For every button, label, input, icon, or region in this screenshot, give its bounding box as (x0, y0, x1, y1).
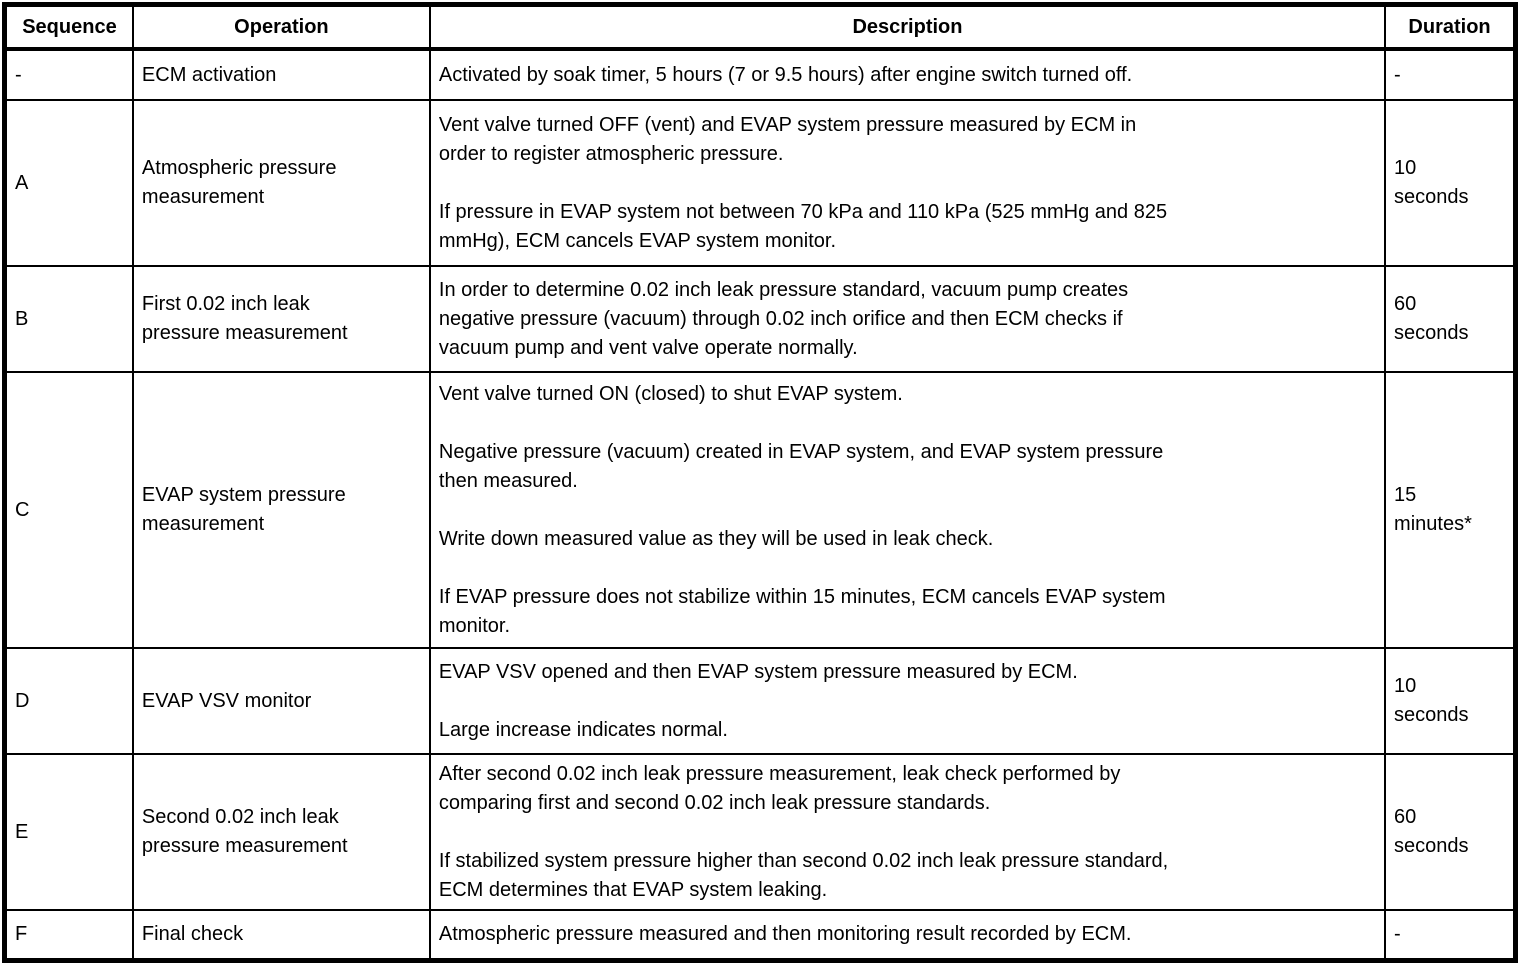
table-row: C EVAP system pressure measurement Vent … (3, 371, 1517, 649)
table-row: D EVAP VSV monitor EVAP VSV opened and t… (3, 647, 1517, 755)
description-cell: In order to determine 0.02 inch leak pre… (428, 265, 1387, 373)
operation-cell: Final check (131, 909, 431, 962)
description-cell: Vent valve turned ON (closed) to shut EV… (428, 371, 1387, 649)
sequence-cell: E (3, 753, 134, 911)
table-row: B First 0.02 inch leak pressure measurem… (3, 265, 1517, 373)
sequence-cell: F (3, 909, 134, 962)
duration-cell: 60 seconds (1384, 265, 1517, 373)
duration-cell: - (1384, 909, 1517, 962)
header-cell-duration: Duration (1384, 3, 1517, 51)
duration-cell: 10 seconds (1384, 99, 1517, 267)
description-cell: EVAP VSV opened and then EVAP system pre… (428, 647, 1387, 755)
sequence-cell: B (3, 265, 134, 373)
description-paragraph: Large increase indicates normal. (438, 718, 728, 741)
sequence-cell: C (3, 371, 134, 649)
description-paragraph: If stabilized system pressure higher tha… (438, 849, 1169, 901)
operation-cell: Second 0.02 inch leak pressure measureme… (131, 753, 431, 911)
description-paragraph: If pressure in EVAP system not between 7… (438, 200, 1168, 252)
duration-cell: - (1384, 48, 1517, 101)
description-cell: Activated by soak timer, 5 hours (7 or 9… (428, 48, 1387, 101)
operation-cell: First 0.02 inch leak pressure measuremen… (131, 265, 431, 373)
header-cell-operation: Operation (131, 3, 431, 51)
operation-cell: Atmospheric pressure measurement (131, 99, 431, 267)
operation-cell: ECM activation (131, 48, 431, 101)
sequence-cell: A (3, 99, 134, 267)
table-row: E Second 0.02 inch leak pressure measure… (3, 753, 1517, 911)
description-cell: After second 0.02 inch leak pressure mea… (428, 753, 1387, 911)
sequence-cell: - (3, 48, 134, 101)
description-paragraph: After second 0.02 inch leak pressure mea… (438, 762, 1121, 814)
duration-cell: 15 minutes* (1384, 371, 1517, 649)
description-paragraph: Vent valve turned OFF (vent) and EVAP sy… (438, 113, 1137, 165)
table-row: - ECM activation Activated by soak timer… (3, 48, 1517, 101)
header-cell-description: Description (428, 3, 1387, 51)
table-header-row: Sequence Operation Description Duration (3, 3, 1517, 51)
description-paragraph: Vent valve turned ON (closed) to shut EV… (438, 382, 903, 405)
description-paragraph: Activated by soak timer, 5 hours (7 or 9… (438, 63, 1133, 86)
description-paragraph: Write down measured value as they will b… (438, 527, 994, 550)
sequence-cell: D (3, 647, 134, 755)
description-paragraph: Negative pressure (vacuum) created in EV… (438, 440, 1164, 492)
description-paragraph: If EVAP pressure does not stabilize with… (438, 585, 1166, 637)
operation-cell: EVAP system pressure measurement (131, 371, 431, 649)
operation-cell: EVAP VSV monitor (131, 647, 431, 755)
table-row: A Atmospheric pressure measurement Vent … (3, 99, 1517, 267)
duration-cell: 60 seconds (1384, 753, 1517, 911)
description-paragraph: EVAP VSV opened and then EVAP system pre… (438, 660, 1078, 683)
description-cell: Vent valve turned OFF (vent) and EVAP sy… (428, 99, 1387, 267)
description-paragraph: Atmospheric pressure measured and then m… (438, 923, 1132, 945)
table-row: F Final check Atmospheric pressure measu… (3, 909, 1517, 962)
description-paragraph: In order to determine 0.02 inch leak pre… (438, 278, 1129, 359)
duration-cell: 10 seconds (1384, 647, 1517, 755)
description-cell: Atmospheric pressure measured and then m… (428, 909, 1387, 962)
header-cell-sequence: Sequence (3, 3, 134, 51)
